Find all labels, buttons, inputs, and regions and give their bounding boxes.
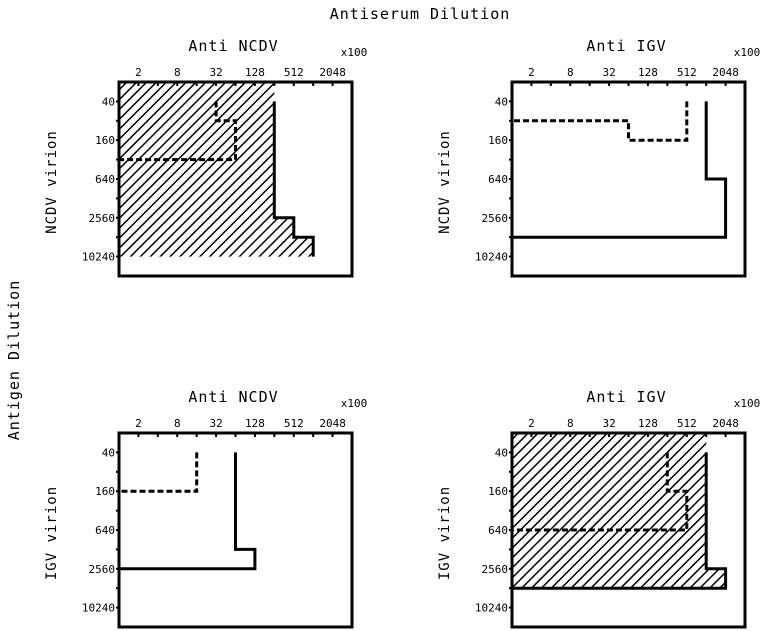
row-label: NCDV virion: [44, 130, 60, 234]
x-tick-label: 32: [209, 417, 222, 430]
y-tick-label: 160: [488, 485, 508, 498]
y-tick-label: 640: [488, 524, 508, 537]
x-tick-label: 2048: [712, 417, 739, 430]
solid-boundary: [119, 452, 257, 571]
x-tick-label: 8: [174, 417, 181, 430]
y-tick-label: 640: [95, 173, 115, 186]
y-tick-label: 2560: [482, 563, 509, 576]
solid-boundary: [272, 101, 315, 257]
y-tick-label: 10240: [82, 602, 115, 615]
x-tick-label: 2048: [319, 66, 346, 79]
x-multiplier-label: x100: [341, 46, 368, 59]
panel-title: Anti NCDV: [188, 37, 278, 55]
y-tick-label: 40: [102, 446, 115, 459]
x-tick-label: 2: [528, 417, 535, 430]
x-tick-label: 8: [174, 66, 181, 79]
y-tick-label: 160: [488, 134, 508, 147]
x-tick-label: 512: [284, 66, 304, 79]
row-label: IGV virion: [44, 486, 60, 580]
solid-boundary: [512, 452, 728, 590]
dashed-boundary: [119, 452, 199, 493]
x-tick-label: 2048: [712, 66, 739, 79]
x-multiplier-label: x100: [341, 397, 368, 410]
panel-2: 2 8 32 128 512 2048 x100 40 160 640 2560 10240 Anti …: [437, 37, 761, 278]
x-tick-label: 32: [602, 417, 615, 430]
dashed-boundary: [512, 452, 689, 532]
x-tick-label: 128: [638, 417, 658, 430]
dashed-boundary: [512, 101, 689, 142]
x-tick-label: 32: [602, 66, 615, 79]
x-multiplier-label: x100: [734, 46, 761, 59]
y-tick-label: 640: [488, 173, 508, 186]
panel-title: Anti IGV: [586, 37, 666, 55]
y-tick-label: 160: [95, 134, 115, 147]
hatched-region: [119, 82, 314, 257]
x-multiplier-label: x100: [734, 397, 761, 410]
antigen-dilution-title: Antigen Dilution: [5, 280, 23, 441]
y-tick-label: 2560: [482, 212, 509, 225]
x-tick-label: 512: [284, 417, 304, 430]
y-tick-label: 10240: [475, 602, 508, 615]
x-tick-label: 128: [638, 66, 658, 79]
panels: 2 8 32 128 512 2048 x100 40 160 640 2560 10240 Anti …: [44, 37, 761, 629]
x-tick-label: 2: [528, 66, 535, 79]
x-tick-label: 2: [135, 417, 142, 430]
panel-1: 2 8 32 128 512 2048 x100 40 160 640 2560 10240 Anti …: [44, 37, 368, 278]
panel-3: 2 8 32 128 512 2048 x100 40 160 640 2560 10240 Anti …: [44, 388, 368, 629]
panel-4: 2 8 32 128 512 2048 x100 40 160 640 2560 10240 Anti …: [437, 388, 761, 629]
x-tick-label: 512: [677, 66, 697, 79]
x-tick-label: 128: [245, 417, 265, 430]
antiserum-dilution-title: Antiserum Dilution: [330, 5, 511, 23]
x-tick-label: 8: [567, 66, 574, 79]
panel-title: Anti NCDV: [188, 388, 278, 406]
y-tick-label: 40: [495, 95, 508, 108]
y-tick-label: 2560: [89, 563, 116, 576]
y-tick-label: 640: [95, 524, 115, 537]
y-tick-label: 10240: [475, 251, 508, 264]
y-tick-label: 40: [102, 95, 115, 108]
dashed-boundary: [119, 101, 237, 162]
x-tick-label: 128: [245, 66, 265, 79]
hatched-region: [512, 433, 726, 589]
y-tick-label: 40: [495, 446, 508, 459]
row-label: IGV virion: [437, 486, 453, 580]
row-label: NCDV virion: [437, 130, 453, 234]
y-tick-label: 2560: [89, 212, 116, 225]
panel-title: Anti IGV: [586, 388, 666, 406]
x-tick-label: 8: [567, 417, 574, 430]
x-tick-label: 32: [209, 66, 222, 79]
solid-boundary: [512, 101, 728, 239]
x-tick-label: 512: [677, 417, 697, 430]
x-tick-label: 2048: [319, 417, 346, 430]
y-tick-label: 10240: [82, 251, 115, 264]
x-tick-label: 2: [135, 66, 142, 79]
y-tick-label: 160: [95, 485, 115, 498]
